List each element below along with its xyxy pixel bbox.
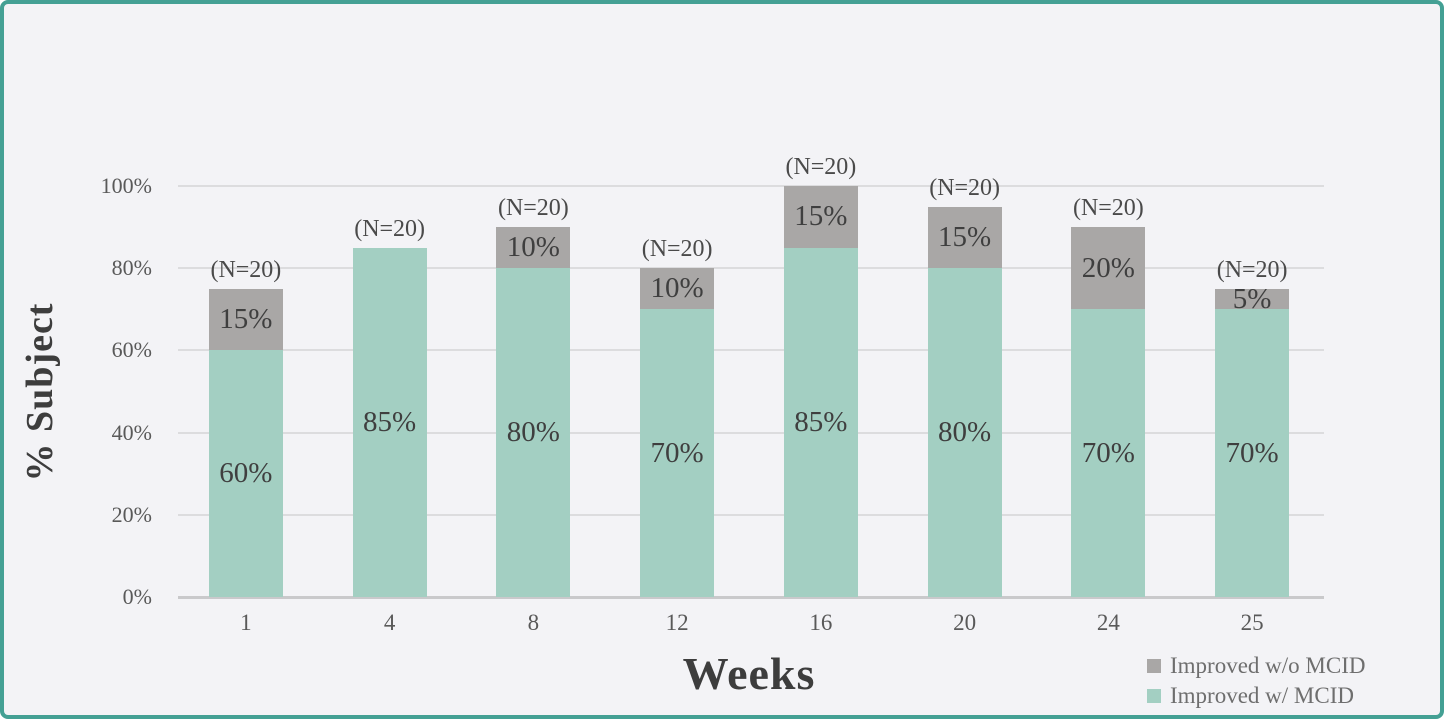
y-tick-label-100: 100% [100, 173, 152, 198]
bar-week-25-n-label: (N=20) [1216, 256, 1288, 283]
y-tick-label-60: 60% [111, 337, 152, 363]
bar-week-8-improved-w-o-mcid: 10% [496, 227, 571, 269]
bar-stack-week-25: 70% 5% [1215, 284, 1290, 597]
x-tick-label-8: 8 [527, 610, 540, 635]
legend: Improved w/o MCID Improved w/ MCID [1147, 654, 1365, 707]
bar-week-16-improved-w-o-mcid: 15% [783, 186, 858, 248]
bar-stack-week-4: 85% [352, 247, 427, 597]
bar-week-1-improved-w-mcid: 60% [208, 350, 283, 597]
segment-value-label: 70% [1081, 436, 1135, 469]
bar-week-12-n-label: (N=20) [641, 236, 713, 263]
bar-column-week-24: 70% 20% (N=20) [1037, 186, 1181, 597]
segment-value-label: 85% [363, 405, 417, 438]
segment-value-label: 10% [650, 272, 704, 305]
y-tick-label-80: 80% [111, 255, 152, 281]
bar-week-4-improved-w-mcid: 85% [352, 247, 427, 597]
y-tick-label-20: 20% [111, 501, 152, 527]
bar-column-week-16: 85% 15% (N=20) [749, 155, 893, 597]
segment-value-label: 10% [506, 231, 560, 264]
segment-value-label: 85% [794, 405, 848, 438]
bar-week-16-improved-w-mcid: 85% [783, 247, 858, 597]
plot-area: 60% 15% (N=20) 85% (N=20) 80% 10% (N=20) 70% 10% (… [174, 155, 1324, 599]
legend-swatch-improved-wo-mcid [1147, 658, 1161, 673]
bar-week-20-improved-w-mcid: 80% [927, 268, 1002, 597]
segment-value-label: 80% [938, 416, 992, 449]
bar-stack-week-1: 60% 15% [208, 288, 283, 597]
bar-week-20-n-label: (N=20) [929, 174, 1001, 201]
bar-column-week-8: 80% 10% (N=20) [462, 186, 606, 597]
bar-week-8-n-label: (N=20) [497, 195, 569, 222]
y-axis-tick-labels: 100% 80% 60% 40% 20% 0% [4, 174, 162, 609]
segment-value-label: 80% [506, 416, 560, 449]
bar-week-4-n-label: (N=20) [354, 215, 426, 242]
bar-week-20-improved-w-o-mcid: 15% [927, 206, 1002, 269]
legend-swatch-improved-w-mcid [1147, 688, 1161, 703]
bar-week-24-n-label: (N=20) [1072, 195, 1144, 222]
legend-item-improved-w-mcid: Improved w/ MCID [1147, 684, 1365, 707]
bar-week-24-improved-w-mcid: 70% [1071, 309, 1146, 597]
bar-column-week-12: 70% 10% (N=20) [605, 186, 749, 597]
bar-week-25-improved-w-o-mcid: 5% [1215, 284, 1290, 313]
x-tick-label-24: 24 [1096, 610, 1120, 635]
segment-value-label: 20% [1081, 251, 1135, 284]
bar-week-12-improved-w-o-mcid: 10% [640, 268, 715, 310]
gridline-80 [178, 267, 1324, 270]
bar-column-week-4: 85% (N=20) [318, 186, 462, 597]
segment-value-label: 70% [650, 436, 704, 469]
y-tick-label-40: 40% [111, 419, 152, 445]
x-tick-label-12: 12 [665, 610, 689, 635]
bar-week-25-improved-w-mcid: 70% [1215, 309, 1290, 597]
gridline-20 [178, 513, 1324, 516]
legend-label: Improved w/o MCID [1170, 653, 1366, 678]
legend-item-improved-wo-mcid: Improved w/o MCID [1147, 654, 1365, 677]
gridline-0 [178, 596, 1324, 599]
legend-label: Improved w/ MCID [1170, 683, 1354, 708]
segment-value-label: 70% [1225, 436, 1279, 469]
y-tick-label-0: 0% [122, 584, 152, 609]
bar-week-24-improved-w-o-mcid: 20% [1071, 227, 1146, 310]
bar-column-week-25: 70% 5% (N=20) [1180, 186, 1324, 597]
bar-stack-week-16: 85% 15% [783, 186, 858, 597]
segment-value-label: 60% [219, 457, 273, 490]
bar-stack-week-20: 80% 15% [927, 206, 1002, 597]
bar-week-16-n-label: (N=20) [785, 154, 857, 180]
segment-value-label: 15% [219, 303, 273, 336]
bar-week-8-improved-w-mcid: 80% [496, 268, 571, 597]
x-axis-title: Weeks [682, 648, 816, 699]
bar-stack-week-12: 70% 10% [640, 268, 715, 597]
bar-week-1-improved-w-o-mcid: 15% [208, 288, 283, 351]
gridline-100 [178, 185, 1324, 187]
gridline-60 [178, 349, 1324, 352]
bar-week-1-n-label: (N=20) [210, 256, 282, 283]
bar-stack-week-8: 80% 10% [496, 227, 571, 597]
segment-value-label: 15% [938, 220, 992, 253]
x-axis-tick-labels: 1 4 8 12 16 20 24 25 [174, 610, 1324, 640]
x-tick-label-20: 20 [953, 610, 977, 635]
bar-week-12-improved-w-mcid: 70% [640, 309, 715, 597]
x-tick-label-1: 1 [240, 610, 252, 635]
bar-column-week-20: 80% 15% (N=20) [893, 176, 1037, 597]
bar-stack-week-24: 70% 20% [1071, 227, 1146, 597]
x-tick-label-16: 16 [809, 610, 833, 635]
segment-value-label: 5% [1232, 282, 1272, 315]
x-tick-label-4: 4 [383, 610, 396, 635]
segment-value-label: 15% [794, 200, 848, 233]
x-tick-label-25: 25 [1240, 610, 1264, 635]
bar-column-week-1: 60% 15% (N=20) [174, 186, 318, 597]
gridline-40 [178, 431, 1324, 434]
